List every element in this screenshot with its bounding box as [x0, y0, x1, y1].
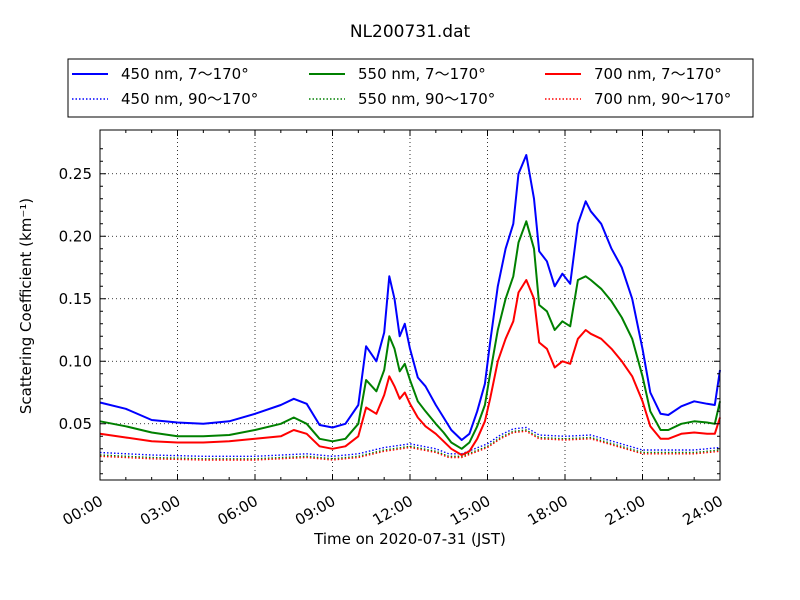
series-line — [99, 430, 721, 461]
x-tick-label: 03:00 — [137, 492, 183, 529]
plot-area — [100, 130, 720, 480]
x-tick-label: 09:00 — [292, 492, 338, 529]
legend-label: 450 nm, 7～170° — [121, 65, 249, 83]
legend-label: 550 nm, 7～170° — [358, 65, 486, 83]
legend: 450 nm, 7～170° 550 nm, 7～170° 700 nm, 7～17… — [67, 58, 754, 118]
x-tick-label: 24:00 — [680, 492, 726, 529]
y-tick-label: 0.05 — [59, 415, 92, 433]
grid — [100, 130, 720, 480]
x-tick-label: 18:00 — [525, 492, 571, 529]
legend-frame — [67, 58, 754, 118]
series-layer — [99, 154, 721, 461]
legend-label: 450 nm, 90～170° — [121, 90, 258, 108]
series-line — [99, 429, 721, 460]
chart-title: NL200731.dat — [350, 22, 471, 42]
x-tick-label: 00:00 — [60, 492, 106, 529]
series-line — [99, 154, 721, 441]
series-line — [99, 279, 721, 456]
x-tick-label: 21:00 — [602, 492, 648, 529]
legend-label: 700 nm, 90～170° — [594, 90, 731, 108]
y-tick-label: 0.10 — [59, 352, 92, 370]
series-line — [99, 220, 721, 450]
y-tick-label: 0.20 — [59, 227, 92, 245]
legend-label: 700 nm, 7～170° — [594, 65, 722, 83]
x-tick-label: 06:00 — [215, 492, 261, 529]
y-axis-label: Scattering Coefficient (km⁻¹) — [17, 198, 35, 414]
x-tick-label: 12:00 — [370, 492, 416, 529]
y-tick-label: 0.25 — [59, 165, 92, 183]
series-line — [99, 426, 721, 457]
legend-label: 550 nm, 90～170° — [358, 90, 495, 108]
axis-ticks: 00:00 03:00 06:00 09:00 12:00 15:00 18:00 21:00… — [59, 130, 726, 529]
x-axis-label: Time on 2020-07-31 (JST) — [313, 530, 506, 548]
y-tick-label: 0.15 — [59, 290, 92, 308]
x-tick-label: 15:00 — [447, 492, 493, 529]
